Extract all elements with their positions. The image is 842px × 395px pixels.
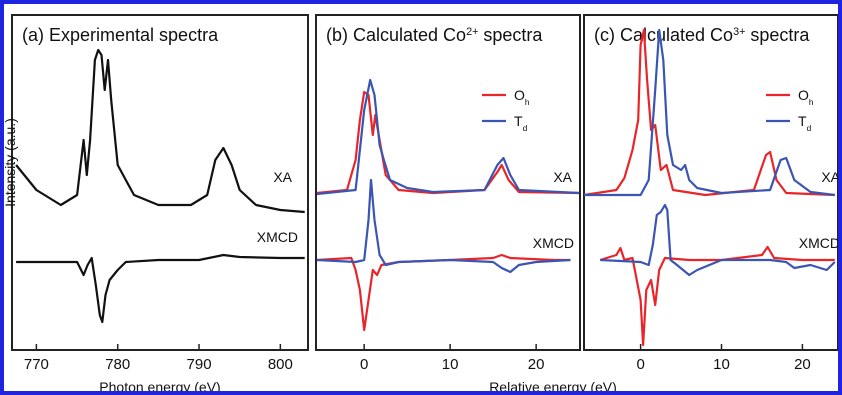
x-tick-label: 800 <box>268 356 293 373</box>
panel-title-part: spectra <box>745 25 810 45</box>
legend-label: Td <box>514 113 528 133</box>
legend-label-part: h <box>525 97 530 107</box>
legend-label-part: T <box>798 113 807 129</box>
x-tick-label: 790 <box>187 356 212 373</box>
annotation: XA <box>553 169 572 185</box>
legend-label-part: h <box>809 97 814 107</box>
panel-title-part: (c) Calculated Co <box>594 25 733 45</box>
annotation: XMCD <box>799 235 840 251</box>
spectrum-line <box>316 253 571 332</box>
panel-title-part: (a) Experimental spectra <box>22 25 219 45</box>
spectrum-line <box>316 178 571 274</box>
panel-title-part: spectra <box>478 25 543 45</box>
x-tick-label: 10 <box>713 356 730 373</box>
spectrum-line <box>600 203 836 277</box>
annotation: XA <box>821 169 840 185</box>
legend-label: Oh <box>514 87 530 107</box>
x-tick-label: 20 <box>528 356 545 373</box>
y-axis-label: Intensity (a.u.) <box>2 118 18 207</box>
panel-title-part: (b) Calculated Co <box>326 25 466 45</box>
spectrum-line <box>599 245 835 347</box>
spectrum-line <box>16 253 305 324</box>
legend-label-part: d <box>807 123 812 133</box>
panel-title: (c) Calculated Co3+ spectra <box>594 25 810 45</box>
x-tick-label: 780 <box>105 356 130 373</box>
panel-frame <box>11 14 309 351</box>
x-tick-label: 20 <box>794 356 811 373</box>
legend-label-part: T <box>514 113 523 129</box>
panel-title-part: 3+ <box>733 26 745 38</box>
annotation: XA <box>273 169 292 185</box>
panel-title-part: 2+ <box>466 26 478 38</box>
spectrum-line <box>583 28 835 197</box>
x-tick-label: 0 <box>360 356 368 373</box>
annotation: XMCD <box>533 235 574 251</box>
panel-title: (a) Experimental spectra <box>22 25 219 45</box>
spectrum-line <box>15 48 305 214</box>
legend-label-part: d <box>523 123 528 133</box>
panel <box>11 14 309 351</box>
annotation: XMCD <box>257 229 298 245</box>
legend-label-part: O <box>798 87 809 103</box>
spectrum-line <box>316 78 580 196</box>
x-tick-label: 770 <box>24 356 49 373</box>
legend-label-part: O <box>514 87 525 103</box>
panel <box>315 14 581 351</box>
panel-frame <box>315 14 581 351</box>
x-tick-label: 0 <box>636 356 644 373</box>
x-tick-label: 10 <box>442 356 459 373</box>
panel-title: (b) Calculated Co2+ spectra <box>326 25 543 45</box>
spectrum-line <box>584 28 835 197</box>
legend-label: Oh <box>798 87 814 107</box>
legend-label: Td <box>798 113 812 133</box>
